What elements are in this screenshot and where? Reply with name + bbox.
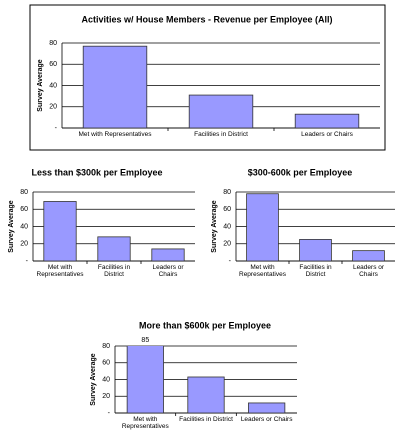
y-tick-label: 80: [20, 189, 28, 196]
x-tick-label: Facilities in District: [299, 264, 332, 278]
x-tick-label-box: Met with Representatives: [78, 131, 152, 138]
bar: [126, 346, 164, 413]
x-tick-label-box: Met with Representatives: [121, 416, 169, 430]
x-tick-label-box: Leaders or Chairs: [152, 264, 184, 278]
y-axis-label: Survey Average: [211, 200, 218, 253]
x-tick-label-box: Met with Representatives: [36, 264, 84, 278]
chart-title: More than $600k per Employee: [139, 320, 271, 330]
x-tick-label-box: Leaders or Chairs: [352, 264, 385, 278]
bar: [187, 376, 225, 413]
y-tick-label: 60: [102, 360, 110, 367]
chart-title: $300-600k per Employee: [248, 167, 353, 177]
bar: [352, 250, 385, 261]
bar: [248, 402, 286, 413]
y-tick-label: 20: [20, 241, 28, 248]
x-tick-label: Leaders or Chairs: [352, 264, 385, 278]
x-tick-label-box: Facilities in District: [299, 264, 332, 278]
bar: [151, 248, 185, 261]
plot-area: [43, 201, 185, 261]
x-tick-label: Leaders or Chairs: [240, 416, 293, 423]
bar: [43, 201, 77, 261]
chart-title: Activities w/ House Members - Revenue pe…: [81, 14, 332, 24]
y-tick-label: 60: [223, 206, 231, 213]
y-tick-label: 80: [102, 343, 110, 350]
bar: [82, 45, 148, 128]
x-tick-label: Met with Representatives: [239, 264, 286, 278]
y-tick-label: 60: [49, 61, 57, 68]
plot-area: [82, 45, 360, 128]
x-tick-label: Leaders or Chairs: [152, 264, 184, 278]
y-tick-label: 40: [223, 223, 231, 230]
x-tick-label: Facilities in District: [97, 264, 131, 278]
y-tick-label: 40: [102, 376, 110, 383]
x-tick-label: Facilities in District: [179, 416, 233, 423]
bar: [188, 94, 254, 128]
y-tick-label: -: [55, 125, 58, 132]
x-tick-label-box: Leaders or Chairs: [240, 416, 293, 423]
chart-title: Less than $300k per Employee: [31, 167, 162, 177]
x-tick-label: Met with Representatives: [78, 131, 152, 138]
x-tick-label: Leaders or Chairs: [301, 131, 353, 138]
y-tick-label: 20: [102, 393, 110, 400]
y-axis-label: Survey Average: [90, 353, 97, 406]
y-tick-label: 80: [49, 40, 57, 47]
y-tick-label: 60: [20, 206, 28, 213]
bar: [246, 193, 279, 261]
plot-area: [246, 193, 385, 261]
x-tick-label: Facilities in District: [194, 131, 248, 138]
y-tick-label: 20: [49, 104, 57, 111]
y-axis-label: Survey Average: [8, 200, 15, 253]
y-tick-label: -: [108, 410, 111, 417]
y-tick-label: 40: [20, 223, 28, 230]
x-tick-label-box: Facilities in District: [179, 416, 233, 423]
value-label: 85: [141, 337, 149, 344]
bar: [97, 236, 131, 261]
y-tick-label: 20: [223, 241, 231, 248]
x-tick-label-box: Facilities in District: [97, 264, 131, 278]
y-axis-label: Survey Average: [37, 59, 44, 112]
y-tick-label: -: [229, 258, 232, 265]
bar: [294, 113, 360, 128]
x-tick-label: Met with Representatives: [36, 264, 84, 278]
x-tick-label-box: Facilities in District: [194, 131, 248, 138]
x-tick-label-box: Met with Representatives: [239, 264, 286, 278]
y-tick-label: 40: [49, 82, 57, 89]
y-tick-label: 80: [223, 189, 231, 196]
x-tick-label-box: Leaders or Chairs: [301, 131, 353, 138]
chart-frame: [29, 4, 386, 151]
x-tick-label: Met with Representatives: [121, 416, 169, 430]
y-tick-label: -: [26, 258, 29, 265]
bar: [299, 239, 332, 261]
plot-area: [126, 346, 286, 413]
